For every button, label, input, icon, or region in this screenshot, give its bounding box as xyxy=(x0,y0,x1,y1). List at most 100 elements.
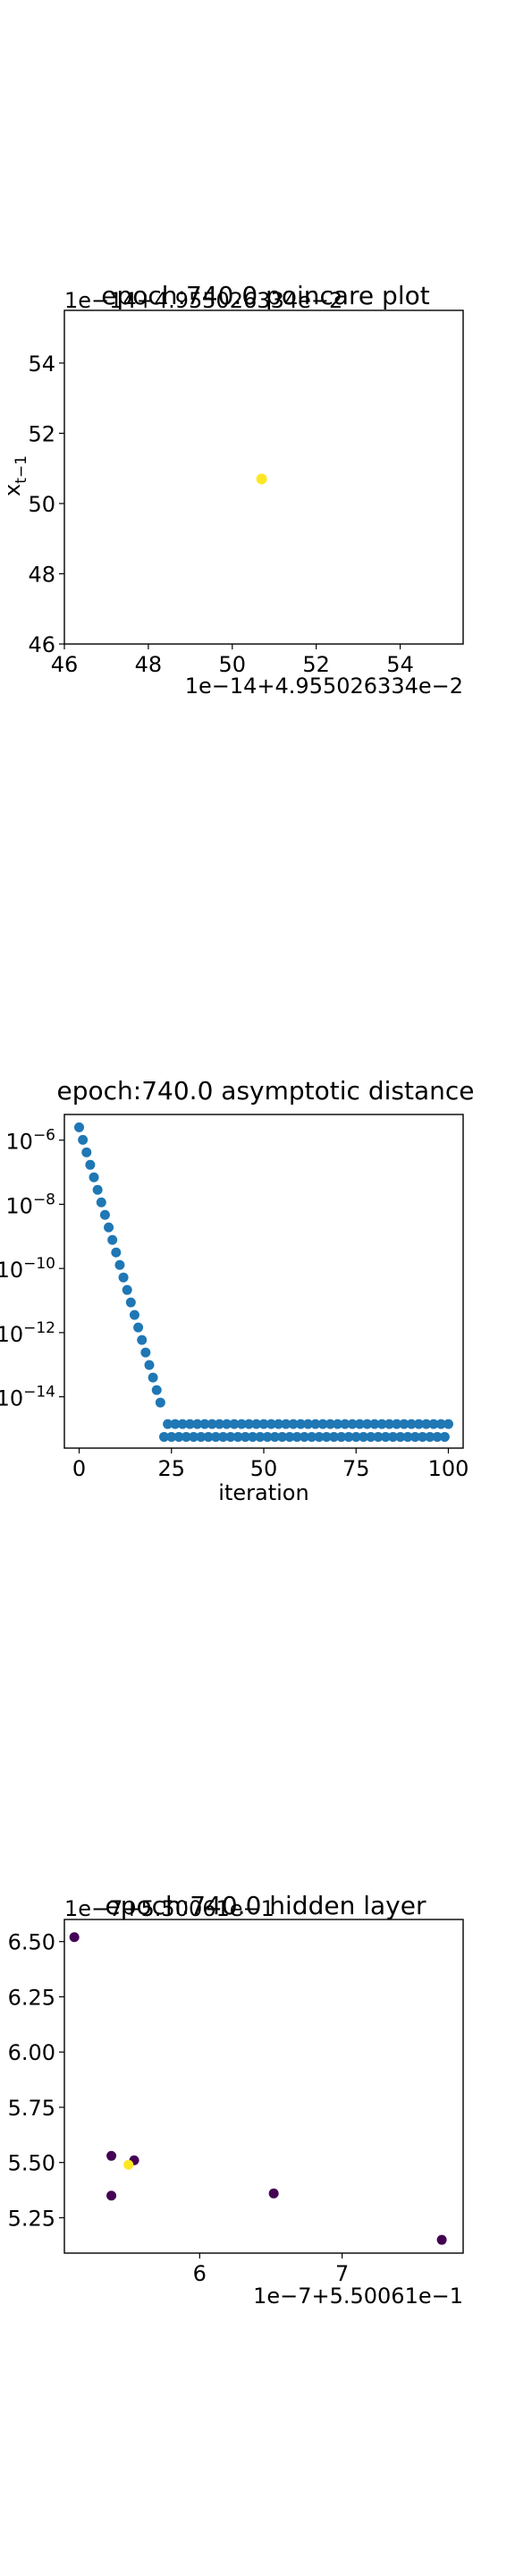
x-tick-label: 54 xyxy=(386,652,414,677)
asymptotic-distance-chart: epoch:740.0 asymptotic distance iteratio… xyxy=(0,1076,475,1505)
data-point xyxy=(218,1431,229,1442)
data-point xyxy=(399,1419,409,1429)
data-point xyxy=(336,1431,347,1442)
data-point xyxy=(269,1431,280,1442)
data-point xyxy=(184,1419,195,1429)
data-point xyxy=(140,1347,151,1358)
data-point xyxy=(281,1419,291,1429)
data-point xyxy=(78,1134,89,1145)
data-point xyxy=(243,1419,254,1429)
x-tick-label: 6 xyxy=(193,2261,207,2286)
y-tick-label: 10−6 xyxy=(5,1127,55,1155)
y-tick-label: 10−10 xyxy=(0,1255,55,1283)
data-point xyxy=(291,1431,302,1442)
data-point xyxy=(96,1197,106,1208)
data-point xyxy=(89,1172,99,1182)
data-point xyxy=(258,1419,269,1429)
poincare-plot-title: epoch:740.0 poincare plot xyxy=(101,281,429,310)
data-point xyxy=(122,1284,132,1295)
data-point xyxy=(380,1431,391,1442)
x-tick-label: 52 xyxy=(302,652,330,677)
data-point xyxy=(354,1419,365,1429)
x-tick-label: 50 xyxy=(250,1456,278,1481)
data-point xyxy=(225,1431,236,1442)
asymptotic-distance-title: epoch:740.0 asymptotic distance xyxy=(57,1076,475,1106)
data-point xyxy=(439,1431,450,1442)
y-tick-label: 5.50 xyxy=(8,2151,55,2176)
data-point xyxy=(74,1122,85,1132)
y-tick-label: 46 xyxy=(28,632,55,657)
y-tick-label: 6.00 xyxy=(8,2040,55,2065)
data-point xyxy=(173,1431,184,1442)
data-point xyxy=(144,1360,155,1370)
data-point xyxy=(307,1431,317,1442)
data-point xyxy=(388,1431,399,1442)
data-point xyxy=(373,1431,384,1442)
data-point xyxy=(203,1431,214,1442)
data-point xyxy=(148,1372,158,1383)
data-point xyxy=(256,473,267,485)
data-point xyxy=(85,1159,96,1170)
data-point xyxy=(428,1419,439,1429)
data-point xyxy=(99,1209,110,1220)
hidden-layer-frame xyxy=(63,1919,464,2254)
data-point xyxy=(107,1234,118,1245)
data-point xyxy=(436,2234,447,2245)
data-point xyxy=(362,1419,373,1429)
data-point xyxy=(251,1419,262,1429)
data-point xyxy=(118,1272,129,1283)
x-tick-label: 50 xyxy=(219,652,247,677)
data-point xyxy=(288,1419,299,1429)
data-point xyxy=(421,1419,432,1429)
data-point xyxy=(274,1419,284,1429)
data-point xyxy=(207,1419,217,1429)
x-tick-label: 0 xyxy=(72,1456,86,1481)
y-tick-label: 10−8 xyxy=(5,1191,55,1218)
data-point xyxy=(369,1419,380,1429)
data-point xyxy=(248,1431,258,1442)
data-point xyxy=(418,1431,428,1442)
y-tick-label: 52 xyxy=(28,421,55,446)
data-point xyxy=(255,1431,266,1442)
data-point xyxy=(199,1419,210,1429)
data-point xyxy=(170,1419,181,1429)
data-point xyxy=(384,1419,394,1429)
data-point xyxy=(376,1419,387,1429)
data-point xyxy=(210,1431,221,1442)
data-point xyxy=(159,1431,169,1442)
data-point xyxy=(425,1431,435,1442)
data-point xyxy=(325,1419,335,1429)
data-point xyxy=(92,1184,103,1195)
y-tick-label: 5.25 xyxy=(8,2206,55,2231)
data-point xyxy=(166,1431,177,1442)
data-point xyxy=(155,1397,165,1408)
poincare-plot-frame xyxy=(63,309,464,645)
y-tick-label: 50 xyxy=(28,492,55,517)
data-point xyxy=(106,2190,117,2201)
y-tick-label: 10−14 xyxy=(0,1384,55,1411)
y-tick-label: 54 xyxy=(28,352,55,377)
data-point xyxy=(314,1431,325,1442)
data-point xyxy=(189,1431,199,1442)
y-tick-label: 5.75 xyxy=(8,2096,55,2121)
data-point xyxy=(359,1431,368,1442)
data-point xyxy=(366,1431,376,1442)
data-point xyxy=(133,1322,144,1333)
data-point xyxy=(229,1419,240,1429)
data-point xyxy=(222,1419,232,1429)
data-point xyxy=(435,1419,446,1429)
data-point xyxy=(151,1385,162,1395)
data-point xyxy=(123,2159,134,2170)
data-point xyxy=(395,1431,406,1442)
data-point xyxy=(328,1431,339,1442)
data-point xyxy=(402,1431,413,1442)
data-point xyxy=(106,2150,117,2161)
poincare-y-offset-text: 1e−14+4.955026334e−2 xyxy=(64,288,342,313)
asymptotic-distance-x-axis-label: iteration xyxy=(218,1480,308,1505)
data-point xyxy=(299,1431,309,1442)
hidden-layer-title: epoch:740.0 hidden layer xyxy=(106,1891,426,1920)
data-point xyxy=(443,1419,453,1429)
data-point xyxy=(236,1419,247,1429)
data-point xyxy=(114,1259,125,1270)
data-point xyxy=(321,1431,332,1442)
